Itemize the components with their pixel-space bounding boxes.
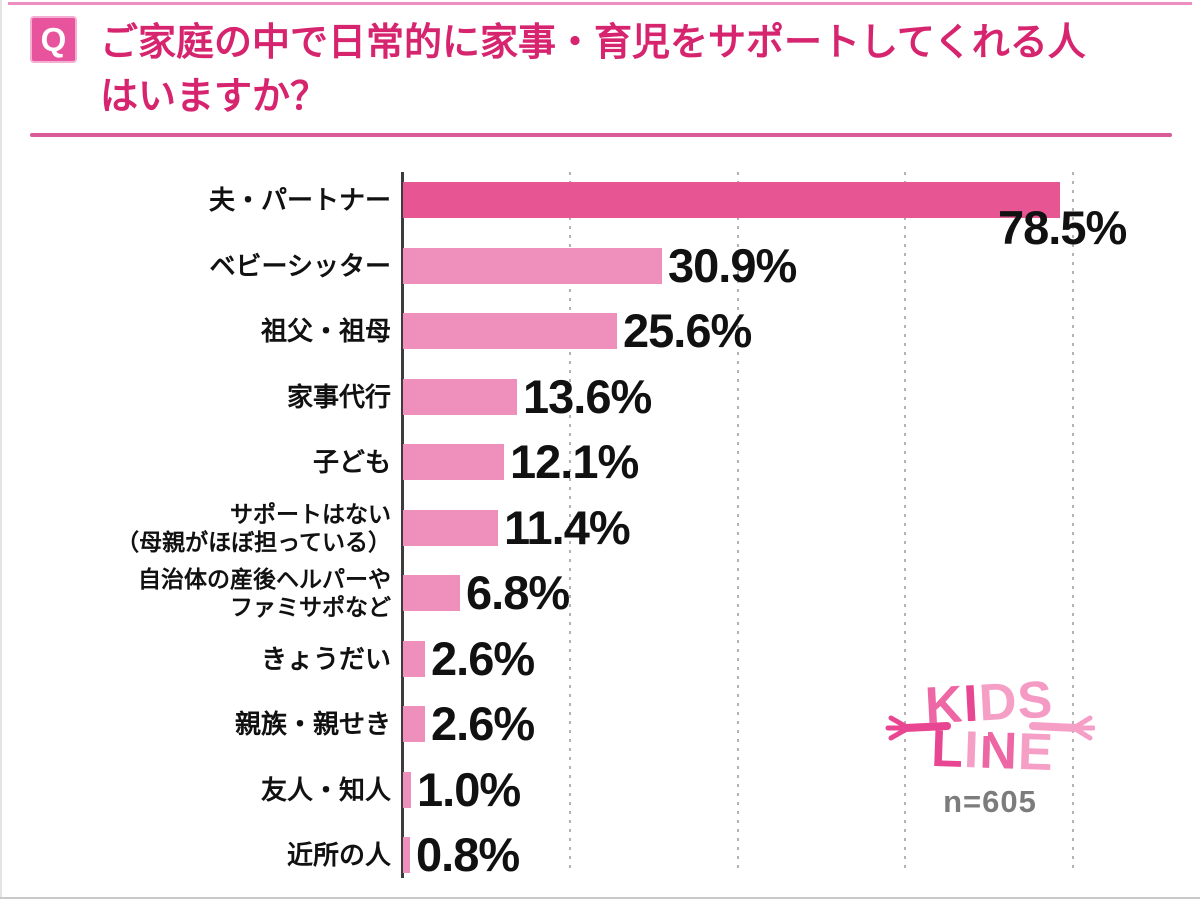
logo-word-kids: KIDS — [924, 671, 1055, 736]
bar-row-housekeeping: 家事代行 13.6% — [0, 365, 1200, 429]
value-label: 1.0% — [417, 762, 521, 816]
page-title: ご家庭の中で日常的に家事・育児をサポートしてくれる人 はいますか？ — [100, 16, 1180, 124]
kidsline-logo: KIDS LINE — [885, 671, 1095, 782]
logo-right-arm-icon — [1029, 715, 1095, 741]
category-label: ベビーシッター — [209, 250, 391, 281]
bar-no-support — [403, 509, 498, 546]
value-label: 6.8% — [466, 566, 570, 619]
bar-neighbors — [403, 837, 410, 873]
category-label: 親族・親せき — [234, 709, 391, 739]
sample-size: n=605 — [943, 784, 1037, 819]
category-label: サポートはない （母親がほぼ担っている） — [116, 500, 391, 555]
bar-babysitter — [403, 247, 662, 284]
gridline-40pct — [737, 172, 739, 872]
value-label: 2.6% — [431, 697, 535, 750]
category-label: 祖父・祖母 — [260, 316, 391, 346]
bar-friends — [403, 771, 411, 808]
logo-word-line: LINE — [930, 720, 1054, 782]
bar-relatives — [403, 706, 425, 742]
category-label: 自治体の産後ヘルパーや ファミサポなど — [138, 566, 391, 620]
gridline-60pct — [904, 172, 906, 872]
gridline-20pct — [569, 172, 571, 872]
bar-grandparents — [403, 313, 617, 349]
bar-row-no-support: サポートはない （母親がほぼ担っている） 11.4% — [0, 496, 1200, 560]
category-label: 家事代行 — [286, 381, 391, 412]
bar-row-grandparents: 祖父・祖母 25.6% — [0, 299, 1200, 363]
bar-partner — [403, 182, 1060, 218]
value-label: 30.9% — [668, 238, 797, 292]
category-label: 子ども — [312, 447, 391, 477]
category-label: 友人・知人 — [260, 774, 391, 805]
value-label: 78.5% — [998, 201, 1127, 254]
bar-chart: 夫・パートナー 78.5% ベビーシッター 30.9% 祖父・祖母 25.6% … — [0, 170, 1200, 885]
bar-row-babysitter: ベビーシッター 30.9% — [0, 234, 1200, 298]
category-label: きょうだい — [260, 643, 391, 674]
category-label: 夫・パートナー — [208, 185, 391, 215]
bar-row-siblings: きょうだい 2.6% — [0, 627, 1200, 691]
question-badge: Q — [30, 16, 77, 63]
bar-row-children: 子ども 12.1% — [0, 430, 1200, 494]
left-border — [0, 0, 2, 899]
value-label: 25.6% — [623, 304, 752, 357]
question-badge-letter: Q — [40, 20, 67, 58]
bottom-border — [0, 897, 1200, 899]
y-axis-line — [401, 172, 404, 878]
title-divider — [30, 133, 1172, 137]
category-label: 近所の人 — [286, 840, 391, 870]
value-label: 2.6% — [431, 631, 535, 685]
gridline-80pct — [1072, 172, 1074, 872]
bar-siblings — [403, 640, 425, 677]
bar-housekeeping — [403, 378, 517, 415]
value-label: 0.8% — [416, 828, 520, 881]
value-label: 11.4% — [504, 500, 631, 554]
value-label: 12.1% — [510, 435, 639, 488]
bar-row-relatives: 親族・親せき 2.6% — [0, 692, 1200, 756]
logo-left-arm-icon — [885, 715, 951, 741]
page-title-line2: はいますか？ — [100, 76, 329, 118]
logo-checker-icon — [961, 721, 988, 736]
bar-row-partner: 夫・パートナー 78.5% — [0, 168, 1200, 253]
bar-municipal-helper — [403, 575, 460, 611]
bar-children — [403, 444, 504, 480]
value-label: 13.6% — [523, 369, 652, 423]
bar-row-neighbors: 近所の人 0.8% — [0, 823, 1200, 887]
bar-row-friends: 友人・知人 1.0% — [0, 758, 1200, 822]
page-title-line1: ご家庭の中で日常的に家事・育児をサポートしてくれる人 — [100, 22, 1086, 64]
bar-row-municipal-helper: 自治体の産後ヘルパーや ファミサポなど 6.8% — [0, 561, 1200, 625]
top-border — [8, 2, 1192, 5]
